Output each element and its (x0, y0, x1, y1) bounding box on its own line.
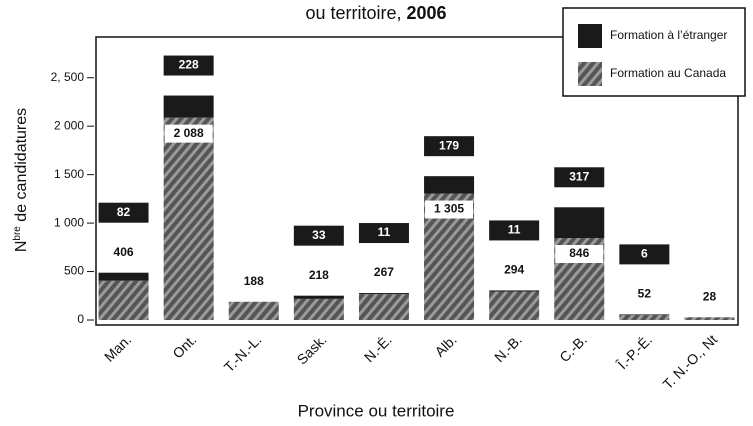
value-label: 82 (117, 205, 131, 219)
value-label: 317 (569, 169, 589, 183)
x-tick-label: Alb. (431, 331, 459, 359)
bar-segment (619, 314, 670, 315)
legend-label: Formation à l’étranger (610, 28, 727, 42)
value-label: 52 (638, 287, 652, 301)
y-tick-label: 1 000 (54, 215, 84, 229)
x-tick-label: C.-B. (556, 331, 590, 365)
value-label: 33 (312, 228, 326, 242)
y-axis-label: Nbre de candidatures (12, 108, 31, 252)
value-label-box (358, 223, 409, 244)
value-label: 11 (378, 225, 391, 239)
bar-segment (489, 290, 540, 292)
bar-segment (489, 291, 540, 320)
value-label-box (424, 136, 475, 157)
value-label: 2 088 (174, 126, 204, 140)
value-label-box (619, 244, 670, 265)
bar-segment (163, 95, 214, 118)
legend-swatch (578, 24, 602, 48)
plot-frame (95, 36, 739, 326)
x-tick-label: Î.-P.-É. (614, 331, 656, 373)
value-label: 188 (244, 274, 264, 288)
bar-segment (358, 293, 409, 295)
value-label-box (164, 124, 213, 143)
x-tick-label: N.-É. (361, 331, 395, 365)
chart-title: ou territoire, 2006 (305, 3, 446, 23)
value-label: 228 (179, 58, 199, 72)
value-label: 406 (114, 245, 134, 259)
y-tick-label: 2, 500 (51, 70, 85, 84)
bar-segment (163, 117, 214, 320)
value-label-box (554, 167, 605, 188)
y-tick-label: 2 000 (54, 118, 84, 132)
value-label: 28 (703, 289, 717, 303)
legend: Formation à l’étranger Formation au Canad… (562, 7, 746, 97)
bar-segment (554, 207, 605, 239)
legend-swatch (578, 62, 602, 86)
bar-segment (98, 280, 149, 320)
bar-segment (228, 301, 279, 320)
x-tick-label: N.-B. (491, 331, 525, 365)
value-label-box (489, 220, 540, 241)
bar-segment (293, 298, 344, 320)
y-tick-label: 500 (64, 264, 84, 278)
y-tick-label: 1 500 (54, 167, 84, 181)
bar-segment (424, 176, 475, 194)
value-label: 1 305 (434, 202, 464, 216)
x-tick-label: Sask. (294, 331, 330, 367)
value-label: 267 (374, 265, 394, 279)
value-label: 846 (569, 246, 589, 260)
bar-segment (358, 294, 409, 320)
value-label: 218 (309, 268, 329, 282)
y-tick-label: 0 (77, 312, 84, 326)
value-label: 6 (641, 247, 648, 261)
value-label-box (163, 55, 214, 76)
value-label: 179 (439, 138, 459, 152)
value-label-box (293, 225, 344, 246)
value-label-box (98, 202, 149, 223)
bar-segment (293, 295, 344, 299)
x-tick-label: Ont. (169, 331, 199, 361)
value-label-box (555, 245, 604, 264)
value-label-box (425, 200, 474, 219)
bar-segment (98, 272, 149, 281)
legend-label: Formation au Canada (610, 66, 726, 80)
bar-segment (619, 314, 670, 320)
value-label: 11 (508, 223, 521, 237)
value-label: 294 (504, 263, 524, 277)
x-tick-label: Man. (101, 331, 134, 364)
x-tick-label: T.-N.-L. (221, 331, 265, 375)
x-axis-label: Province ou territoire (298, 401, 455, 420)
bar-segment (684, 317, 735, 320)
x-tick-label: T. N.-O., Nt (659, 331, 720, 392)
